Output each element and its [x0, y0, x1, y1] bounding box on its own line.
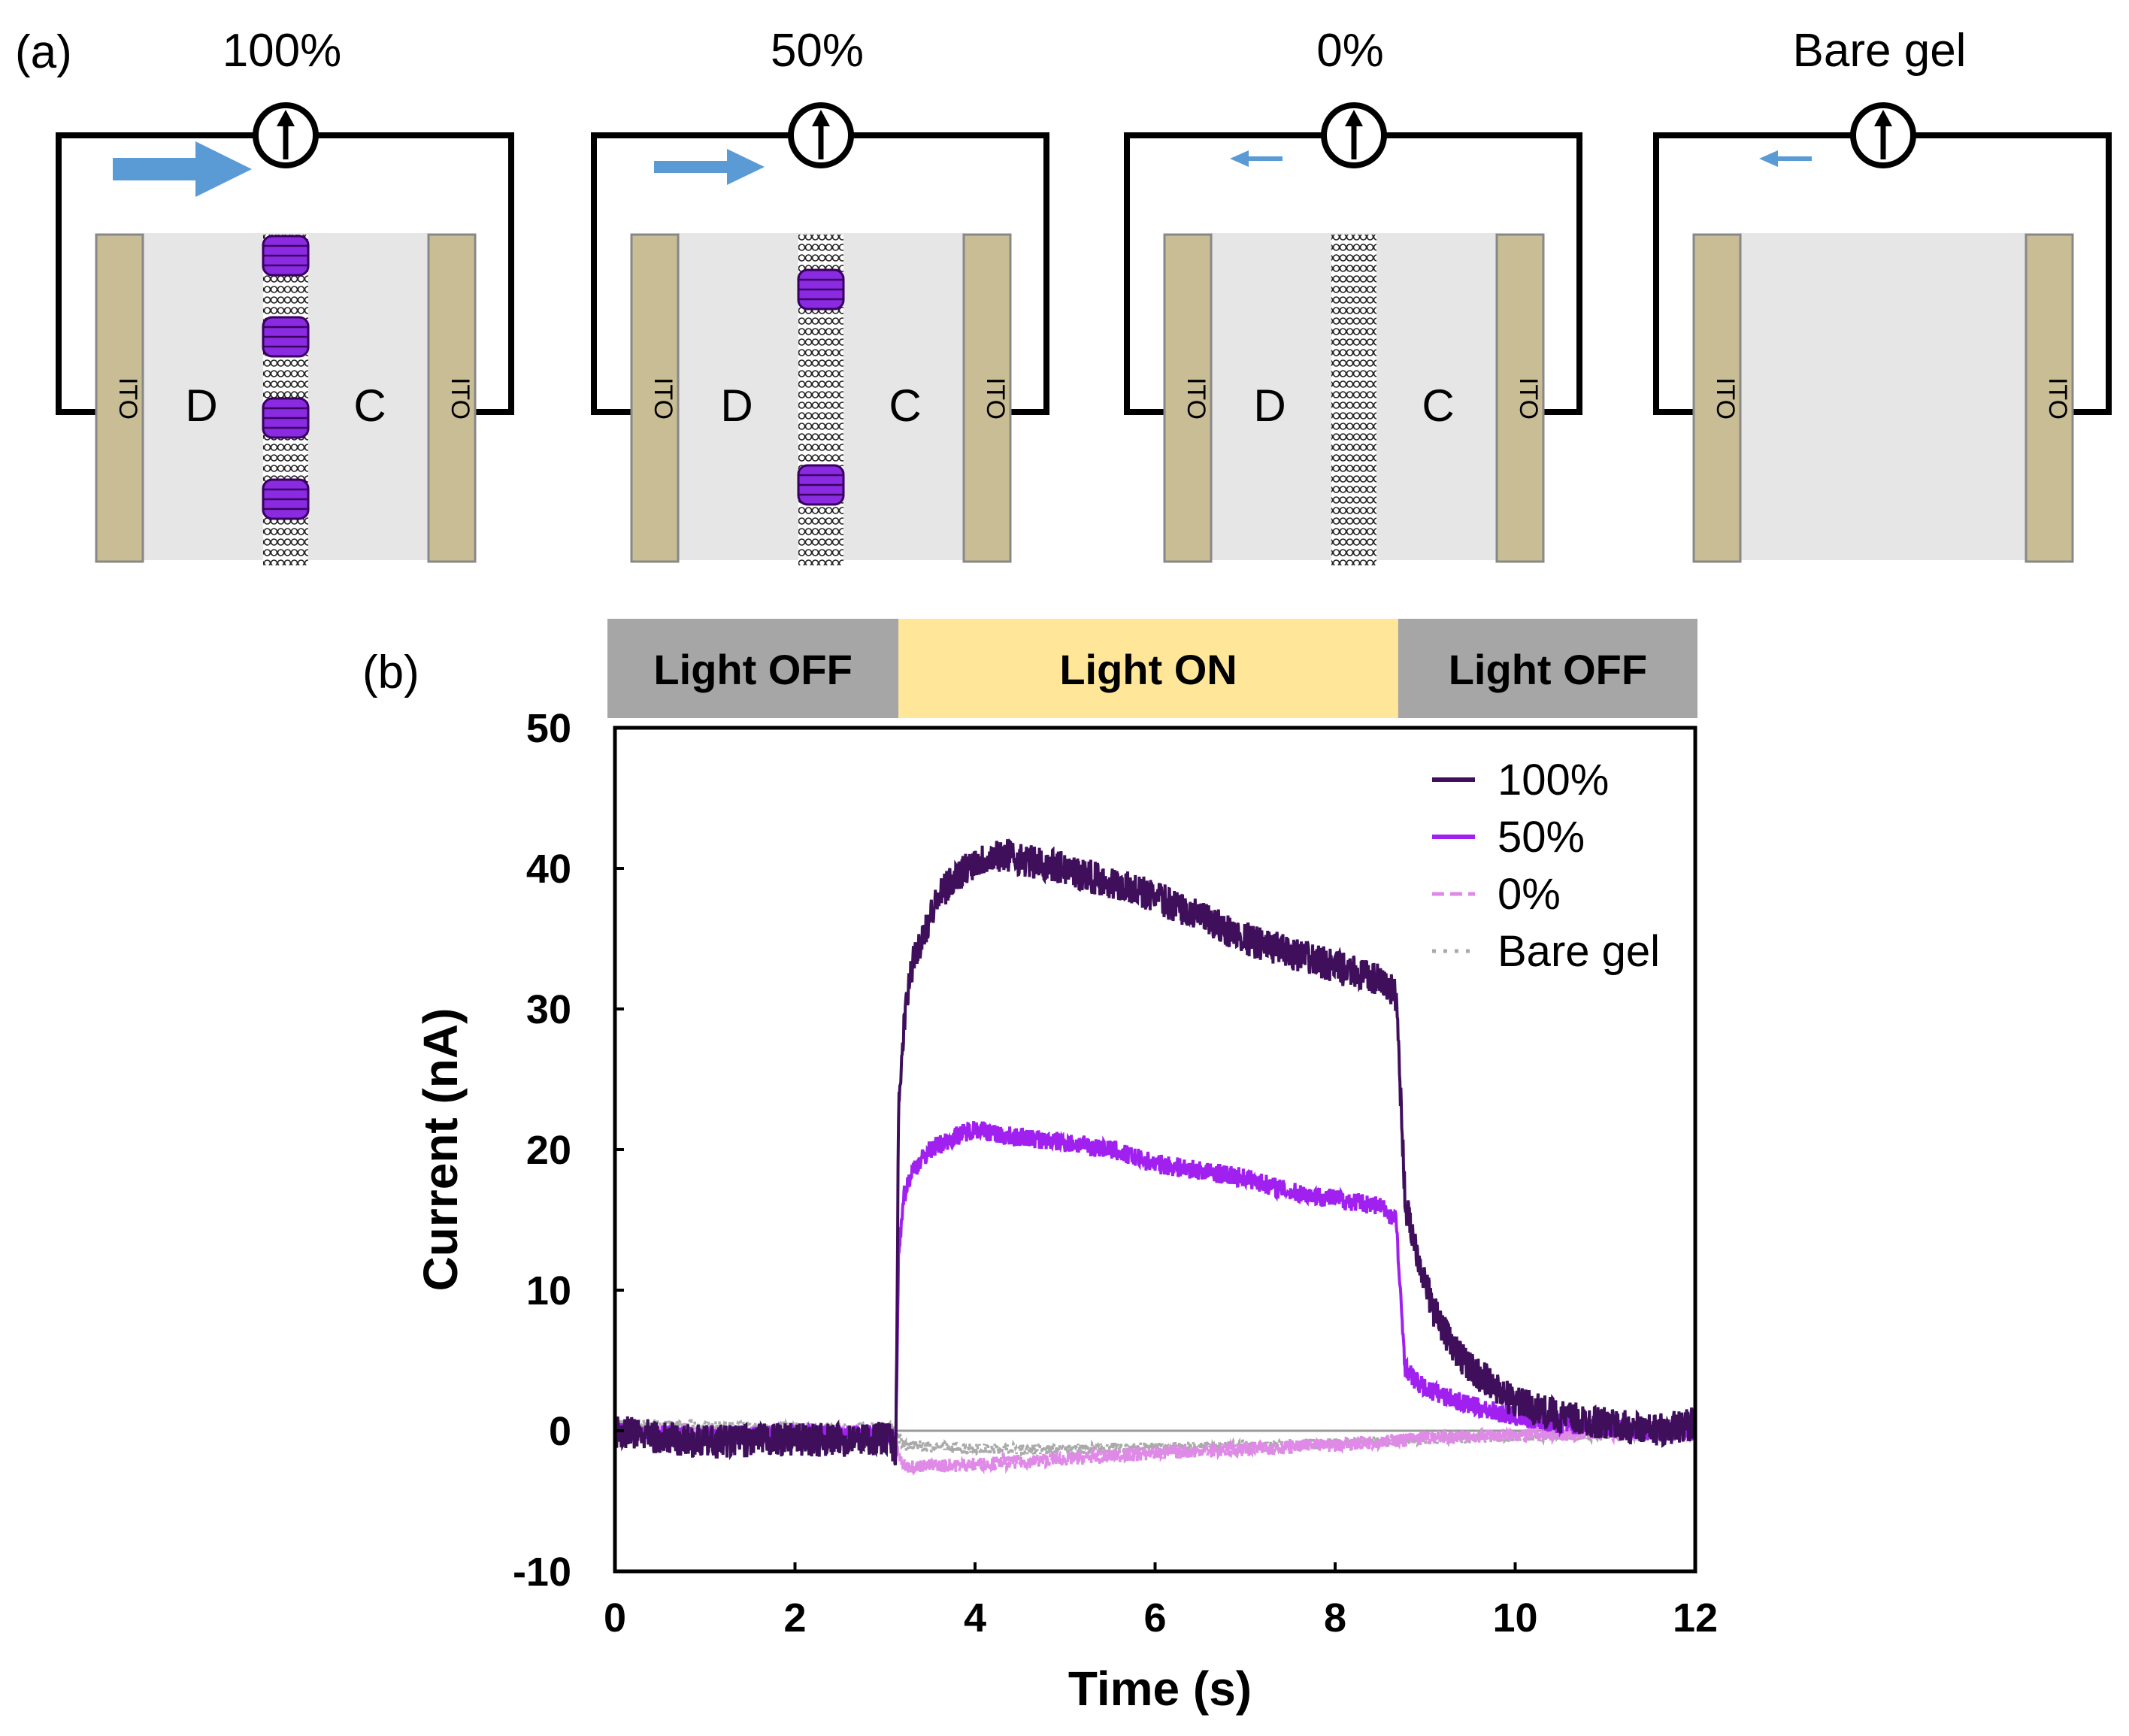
- lipid-membrane: [1331, 235, 1376, 565]
- light-segment-label: Light ON: [1059, 646, 1237, 693]
- protein-icon: [262, 478, 310, 520]
- x-tick-label: 10: [1492, 1595, 1537, 1641]
- protein-icon: [262, 397, 310, 439]
- panel-b: (b) Light OFF Light ON Light OFF 0 2 4 6 8 10 12…: [362, 619, 1718, 1716]
- circuit-cell-4: Bare gel ITO ITO: [1653, 25, 2112, 563]
- ito-electrode-right: [962, 233, 1012, 563]
- protein-icon: [262, 316, 310, 358]
- legend-label: 0%: [1498, 870, 1561, 919]
- circuit-cell-3: 0% ITO ITO D C: [1124, 25, 1582, 565]
- gel-region: [1740, 233, 2026, 560]
- panel-b-label: (b): [362, 647, 419, 698]
- legend-label: Bare gel: [1498, 927, 1660, 976]
- y-tick-label: -10: [513, 1550, 571, 1595]
- light-segment: [1398, 619, 1697, 718]
- donor-side-label: D: [1253, 380, 1286, 431]
- circuit-cell-2: 50% ITO ITO D C: [591, 25, 1049, 565]
- donor-side-label: D: [185, 380, 217, 431]
- ito-electrode-left: [1163, 233, 1213, 563]
- x-tick-label: 6: [1143, 1595, 1166, 1641]
- ito-label-left: ITO: [1182, 377, 1210, 420]
- current-plot: 0 2 4 6 8 10 12 -10 0 10 20 30 40 50 Time (s) Current (…: [413, 706, 1718, 1716]
- x-tick-label: 12: [1673, 1595, 1718, 1641]
- current-arrow-icon: [1759, 150, 1812, 167]
- acceptor-side-label: C: [1422, 380, 1454, 431]
- ito-label-left: ITO: [649, 377, 677, 420]
- y-axis-label: Current (nA): [413, 1008, 468, 1292]
- current-arrow-icon: [1230, 150, 1283, 167]
- protein-icon: [797, 464, 845, 506]
- legend-label: 100%: [1498, 756, 1609, 804]
- chart-legend: 100% 50% 0% Bare gel: [1432, 756, 1660, 976]
- cell-title: 0%: [1316, 25, 1384, 77]
- ito-label-right: ITO: [1514, 377, 1543, 420]
- current-arrow-icon: [654, 149, 765, 185]
- cell-title: 100%: [223, 25, 342, 77]
- y-tick-label: 40: [526, 847, 571, 892]
- legend-label: 50%: [1498, 813, 1585, 862]
- y-tick-label: 0: [549, 1409, 571, 1454]
- x-tick-label: 8: [1324, 1595, 1346, 1641]
- protein-icon: [262, 235, 310, 277]
- light-segment-label: Light OFF: [1449, 646, 1647, 693]
- series-line-100: [613, 838, 1697, 1466]
- acceptor-side-label: C: [353, 380, 386, 431]
- ito-label-left: ITO: [1711, 377, 1740, 420]
- ito-electrode-left: [1692, 233, 1742, 563]
- series-line-bare-gel: [613, 1415, 1697, 1459]
- light-segment-label: Light OFF: [653, 646, 852, 693]
- x-axis-label: Time (s): [1068, 1662, 1252, 1716]
- donor-side-label: D: [720, 380, 753, 431]
- x-tick-label: 4: [964, 1595, 986, 1641]
- ito-electrode-right: [2025, 233, 2074, 563]
- ito-electrode-right: [1495, 233, 1545, 563]
- ito-label-left: ITO: [114, 377, 142, 420]
- panel-a: (a) 100% ITO ITO D C 50% ITO ITO D C 0% ITO ITO D C Bar…: [15, 25, 2112, 565]
- ito-electrode-right: [427, 233, 477, 563]
- ito-label-right: ITO: [2043, 377, 2072, 420]
- cell-title: Bare gel: [1793, 25, 1967, 77]
- ammeter-arrowhead-icon: [1874, 110, 1892, 126]
- ammeter-arrowhead-icon: [812, 110, 830, 126]
- light-segment: [898, 619, 1398, 718]
- ito-label-right: ITO: [981, 377, 1010, 420]
- circuit-cell-1: 100% ITO ITO D C: [56, 25, 514, 565]
- protein-icon: [797, 268, 845, 311]
- light-segment: [607, 619, 899, 718]
- x-tick-label: 0: [604, 1595, 626, 1641]
- y-tick-label: 50: [526, 706, 571, 751]
- y-tick-label: 20: [526, 1128, 571, 1173]
- acceptor-side-label: C: [889, 380, 921, 431]
- ito-electrode-left: [95, 233, 144, 563]
- y-tick-label: 30: [526, 987, 571, 1032]
- ammeter-arrowhead-icon: [1345, 110, 1363, 126]
- light-condition-bar: Light OFF Light ON Light OFF: [607, 619, 1697, 718]
- ito-label-right: ITO: [446, 377, 474, 420]
- current-arrow-icon: [113, 141, 252, 197]
- y-tick-label: 10: [526, 1268, 571, 1313]
- cell-title: 50%: [771, 25, 864, 77]
- ito-electrode-left: [630, 233, 680, 563]
- panel-a-label: (a): [15, 26, 72, 78]
- x-tick-label: 2: [783, 1595, 806, 1641]
- ammeter-arrowhead-icon: [277, 110, 295, 126]
